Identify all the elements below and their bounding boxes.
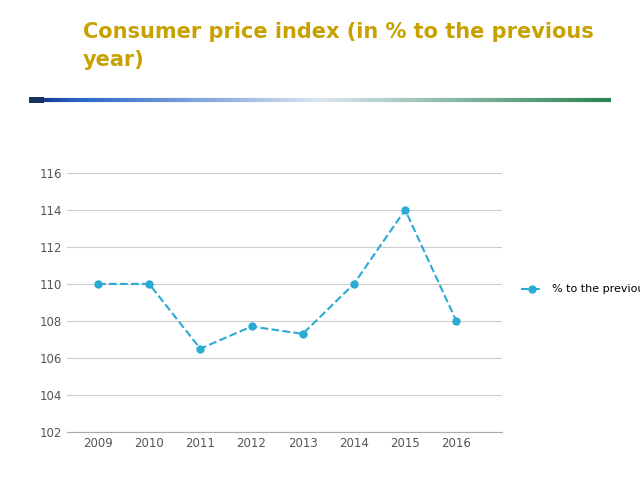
Text: Consumer price index (in % to the previous: Consumer price index (in % to the previo… <box>83 22 594 42</box>
Text: year): year) <box>83 50 145 71</box>
Legend: % to the previous year: % to the previous year <box>516 280 640 299</box>
